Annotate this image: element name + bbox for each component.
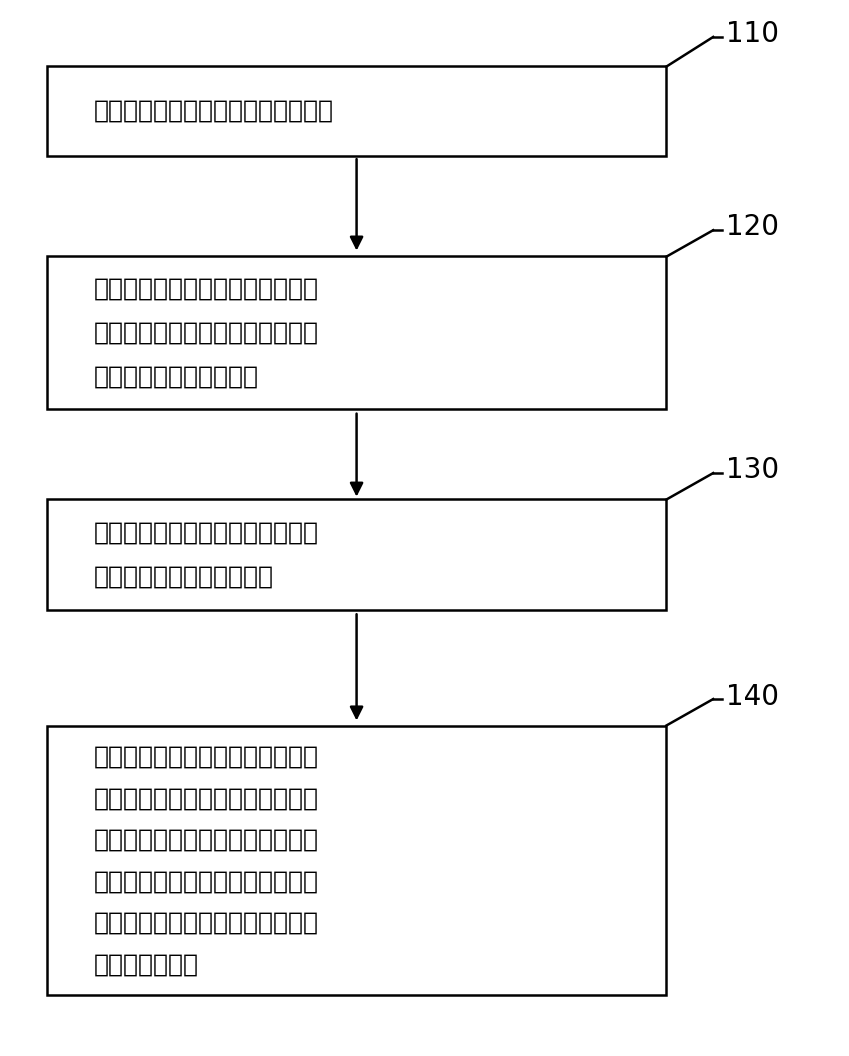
- Text: 复合激励参数及所述变化策略生成: 复合激励参数及所述变化策略生成: [93, 787, 318, 811]
- Text: 性能需求，确定各个所述加工参数: 性能需求，确定各个所述加工参数: [93, 321, 318, 344]
- Text: 确定相邻的所述加工参数转换节点: 确定相邻的所述加工参数转换节点: [93, 521, 318, 544]
- Text: 110: 110: [726, 20, 779, 48]
- Text: 130: 130: [726, 456, 779, 484]
- Text: 目标的加工过程: 目标的加工过程: [93, 953, 199, 976]
- Text: 按照所述控制指令控制所述待加工: 按照所述控制指令控制所述待加工: [93, 910, 318, 935]
- Bar: [47, 727, 666, 995]
- Text: 的复合激励参数的变化策略: 的复合激励参数的变化策略: [93, 565, 273, 588]
- Bar: [47, 256, 666, 409]
- Text: 140: 140: [726, 683, 779, 711]
- Text: 根据各个所述加工参数转换节点的: 根据各个所述加工参数转换节点的: [93, 277, 318, 301]
- Text: 转换节点的复合激励参数: 转换节点的复合激励参数: [93, 364, 258, 389]
- Text: 获取待加工目标的加工参数转换节点: 获取待加工目标的加工参数转换节点: [93, 99, 334, 122]
- Bar: [47, 499, 666, 610]
- Text: 控制指令，以使所述激光控制器、: 控制指令，以使所述激光控制器、: [93, 828, 318, 852]
- Bar: [47, 65, 666, 155]
- Text: 电磁场控制器以及振动平台控制器: 电磁场控制器以及振动平台控制器: [93, 869, 318, 893]
- Text: 根据各个所述加工参数转换节点的: 根据各个所述加工参数转换节点的: [93, 746, 318, 769]
- Text: 120: 120: [726, 213, 779, 241]
